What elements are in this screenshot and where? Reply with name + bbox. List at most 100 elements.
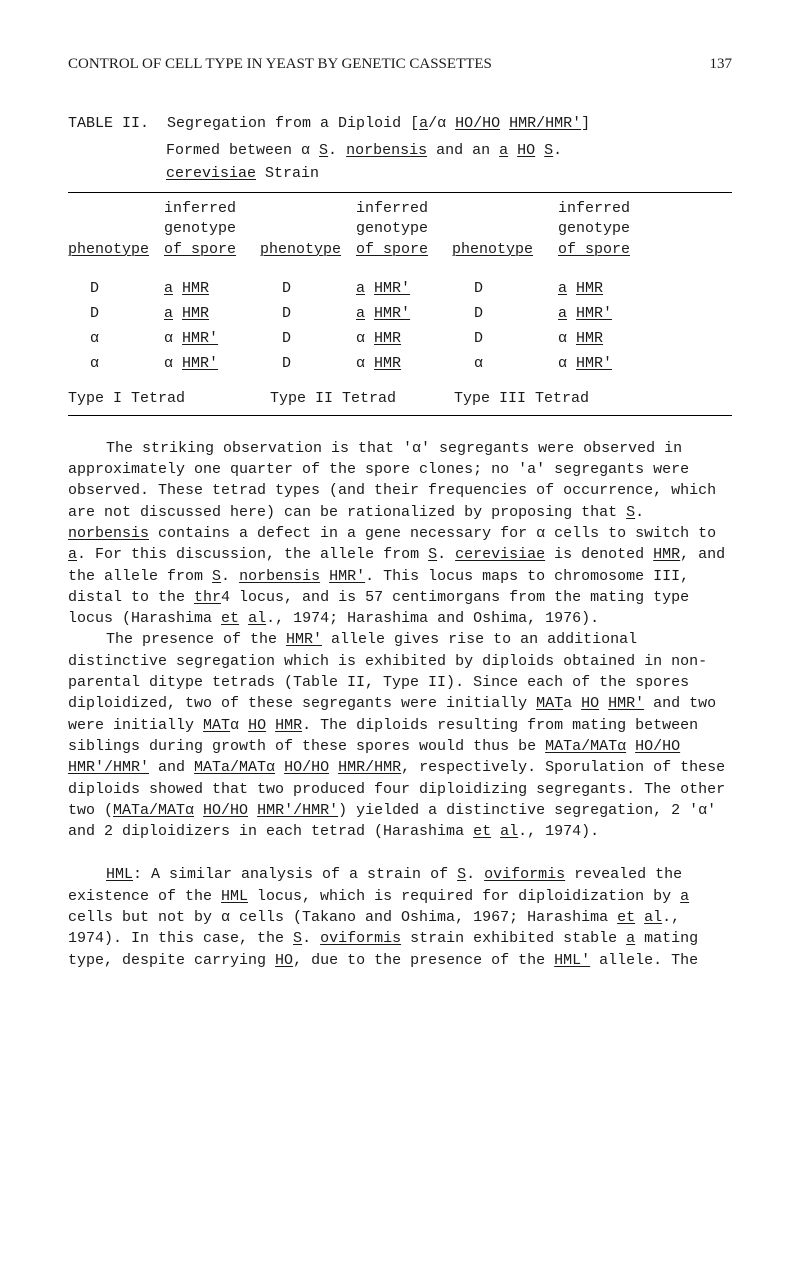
th-text: inferred (356, 200, 428, 217)
cell-a: a (164, 280, 173, 297)
table-row: D a HMR D a HMR' D a HMR' (68, 303, 732, 324)
body-text: a (563, 695, 581, 712)
cell-genotype: α HMR' (558, 353, 732, 374)
cell-phenotype: D (260, 353, 350, 374)
caption-text: Formed between α (166, 142, 319, 159)
th-text: genotype (558, 220, 630, 237)
body-text: The presence of the (106, 631, 286, 648)
cell-a: a (558, 280, 567, 297)
body-u: MAT (203, 717, 230, 734)
body-text: α (230, 717, 248, 734)
body-u: al (644, 909, 662, 926)
body-u: MATa/MATα (194, 759, 275, 776)
body-u: MATa/MATα (545, 738, 626, 755)
body-paragraph: The presence of the HMR' allele gives ri… (68, 629, 732, 842)
body-u: oviformis (484, 866, 565, 883)
body-text: . (437, 546, 455, 563)
caption-text: Strain (256, 165, 319, 182)
cell-phenotype: D (260, 328, 350, 349)
body-u: HO (581, 695, 599, 712)
body-text: locus, which is required for diploidizat… (248, 888, 680, 905)
cell-hmr: HMR' (576, 305, 612, 322)
body-u: HO/HO (284, 759, 329, 776)
body-u: a (626, 930, 635, 947)
th-text: of spore (356, 241, 428, 258)
table-caption-line1: TABLE II. Segregation from a Diploid [a/… (68, 113, 732, 134)
table-caption-line2: Formed between α S. norbensis and an a H… (68, 140, 732, 161)
cell-a: α (558, 330, 567, 347)
caption-text: . (553, 142, 562, 159)
cell-genotype: a HMR' (558, 303, 732, 324)
body-u: oviformis (320, 930, 401, 947)
cell-hmr: HMR' (576, 355, 612, 372)
cell-phenotype: D (260, 278, 350, 299)
table-rule-top (68, 192, 732, 193)
body-u: a (68, 546, 77, 563)
body-u: al (500, 823, 518, 840)
cell-a: α (558, 355, 567, 372)
cell-genotype: α HMR (558, 328, 732, 349)
body-paragraph: The striking observation is that 'α' seg… (68, 438, 732, 630)
body-paragraph: HML: A similar analysis of a strain of S… (68, 864, 732, 970)
cell-phenotype: α (68, 353, 158, 374)
cell-phenotype: D (68, 303, 158, 324)
body-u: cerevisiae (455, 546, 545, 563)
caption-text: Segregation from a Diploid [ (167, 115, 419, 132)
cell-a: α (356, 355, 365, 372)
table-rule-bottom (68, 415, 732, 416)
body-text (635, 909, 644, 926)
cell-hmr: HMR (182, 305, 209, 322)
tetrad-label: Type II Tetrad (254, 388, 434, 409)
body-u: HMR' (608, 695, 644, 712)
table-row: D a HMR D a HMR' D a HMR (68, 278, 732, 299)
caption-text (535, 142, 544, 159)
caption-text (500, 115, 509, 132)
body-text: is denoted (545, 546, 653, 563)
table-row: α α HMR' D α HMR α α HMR' (68, 353, 732, 374)
caption-text: ] (581, 115, 590, 132)
body-text (248, 802, 257, 819)
cell-hmr: HMR (182, 280, 209, 297)
body-text (599, 695, 608, 712)
cell-hmr: HMR' (374, 280, 410, 297)
table-caption-block: TABLE II. Segregation from a Diploid [a/… (68, 113, 732, 184)
body-u: HMR'/HMR' (257, 802, 338, 819)
body-u: norbensis (68, 525, 149, 542)
caption-a: a (499, 142, 508, 159)
body-text: : A similar analysis of a strain of (133, 866, 457, 883)
cell-genotype: a HMR (164, 303, 254, 324)
body-u: a (680, 888, 689, 905)
body-u: S (428, 546, 437, 563)
body-text: and (149, 759, 194, 776)
cell-phenotype: α (68, 328, 158, 349)
caption-cerev: cerevisiae (166, 165, 256, 182)
body-u: et (617, 909, 635, 926)
cell-genotype: a HMR (164, 278, 254, 299)
cell-a: a (164, 305, 173, 322)
body-u: HO (275, 952, 293, 969)
caption-hoho: HO/HO (455, 115, 500, 132)
cell-phenotype: D (260, 303, 350, 324)
body-u: thr (194, 589, 221, 606)
running-title: CONTROL OF CELL TYPE IN YEAST BY GENETIC… (68, 54, 492, 75)
th-text: inferred (558, 200, 630, 217)
body-text: ., 1974). (518, 823, 599, 840)
body-u: MATa/MATα (113, 802, 194, 819)
body-u: HML (221, 888, 248, 905)
body-u: norbensis (239, 568, 320, 585)
body-u: HMR'/HMR' (68, 759, 149, 776)
cell-phenotype: D (452, 278, 552, 299)
body-text (320, 568, 329, 585)
cell-hmr: HMR' (182, 355, 218, 372)
body-text: , due to the presence of the (293, 952, 554, 969)
body-text: ., 1974; Harashima and Oshima, 1976). (266, 610, 599, 627)
th-phenotype: phenotype (68, 199, 158, 260)
caption-s: S (319, 142, 328, 159)
th-phenotype: phenotype (260, 199, 350, 260)
body-u: HMR/HMR (338, 759, 401, 776)
body-text (239, 610, 248, 627)
body-text (626, 738, 635, 755)
tetrad-labels: Type I Tetrad Type II Tetrad Type III Te… (68, 388, 732, 409)
body-text: . (221, 568, 239, 585)
th-genotype: inferredgenotypeof spore (356, 199, 446, 260)
